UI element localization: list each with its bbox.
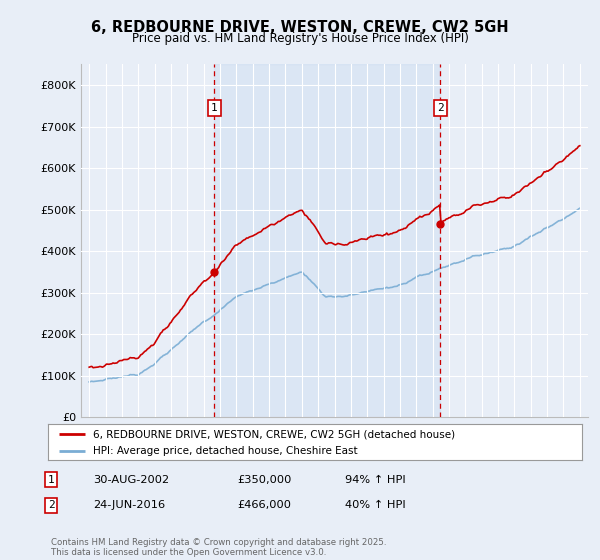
Text: 6, REDBOURNE DRIVE, WESTON, CREWE, CW2 5GH (detached house): 6, REDBOURNE DRIVE, WESTON, CREWE, CW2 5… (94, 429, 455, 439)
Text: 2: 2 (437, 103, 444, 113)
Text: 2: 2 (47, 500, 55, 510)
Text: 6, REDBOURNE DRIVE, WESTON, CREWE, CW2 5GH: 6, REDBOURNE DRIVE, WESTON, CREWE, CW2 5… (91, 20, 509, 35)
Text: Contains HM Land Registry data © Crown copyright and database right 2025.
This d: Contains HM Land Registry data © Crown c… (51, 538, 386, 557)
Text: Price paid vs. HM Land Registry's House Price Index (HPI): Price paid vs. HM Land Registry's House … (131, 32, 469, 45)
Text: 40% ↑ HPI: 40% ↑ HPI (345, 500, 406, 510)
Text: 24-JUN-2016: 24-JUN-2016 (93, 500, 165, 510)
Text: 1: 1 (211, 103, 218, 113)
Bar (214, 64, 440, 417)
Text: 30-AUG-2002: 30-AUG-2002 (93, 475, 169, 485)
Text: 94% ↑ HPI: 94% ↑ HPI (345, 475, 406, 485)
Text: £350,000: £350,000 (237, 475, 292, 485)
Text: 1: 1 (47, 475, 55, 485)
Text: HPI: Average price, detached house, Cheshire East: HPI: Average price, detached house, Ches… (94, 446, 358, 456)
Text: £466,000: £466,000 (237, 500, 291, 510)
